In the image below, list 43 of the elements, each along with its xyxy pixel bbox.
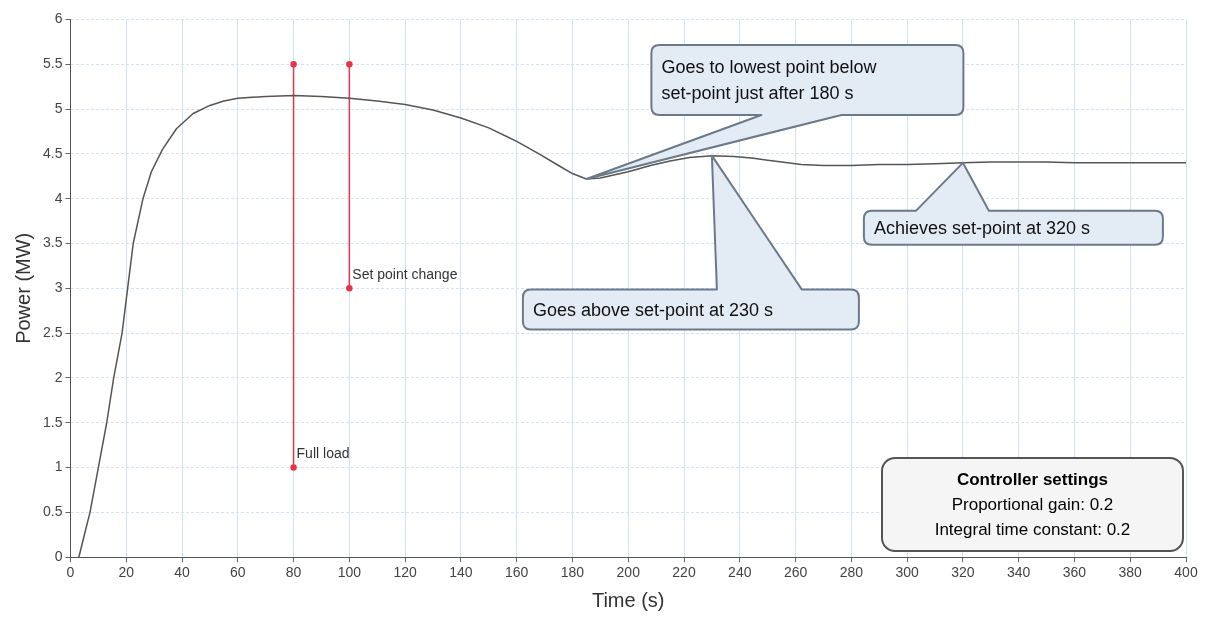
y-tick-label: 6	[54, 10, 63, 27]
annotation: Controller settings Proportional gain: 0.2 Integral time constant: 0.2	[933, 469, 1132, 542]
y-tick-label: 2	[54, 368, 63, 385]
settings-box: Controller settings Proportional gain: 0.2 Integral time constant: 0.2	[881, 457, 1184, 553]
y-tick-label: 4	[54, 189, 63, 206]
x-tick-label: 60	[230, 564, 246, 581]
x-tick-label: 240	[728, 564, 752, 581]
x-tick-label: 80	[285, 564, 302, 581]
x-tick-label: 260	[783, 564, 808, 581]
annotation: Set point change	[352, 266, 458, 283]
x-tick-label: 300	[895, 564, 920, 581]
x-axis-title: Time (s)	[591, 588, 665, 611]
x-tick-label: 360	[1062, 564, 1087, 581]
x-tick-label: 100	[337, 564, 362, 581]
annotation: Achieves set-point at 320 s	[873, 217, 1091, 238]
annotation: Goes above set-point at 230 s	[532, 299, 774, 320]
x-tick-label: 400	[1174, 564, 1198, 581]
y-axis-title: Power (MW)	[11, 232, 34, 344]
y-tick-label: 3	[54, 279, 63, 296]
x-tick-label: 340	[1006, 564, 1031, 581]
x-tick-label: 40	[174, 564, 191, 581]
y-tick-label: 2.5	[42, 323, 63, 340]
x-tick-label: 320	[951, 564, 975, 581]
x-tick-label: 120	[393, 564, 418, 581]
x-tick-label: 200	[616, 564, 641, 581]
x-tick-label: 280	[839, 564, 864, 581]
annotation: Full load	[296, 445, 350, 462]
x-tick-label: 0	[66, 564, 75, 581]
y-tick-label: 0	[54, 548, 63, 565]
y-tick-label: 5.5	[42, 55, 63, 72]
y-tick-label: 5	[54, 99, 63, 116]
x-tick-label: 220	[672, 564, 696, 581]
y-tick-label: 4.5	[42, 144, 63, 161]
x-tick-label: 380	[1118, 564, 1143, 581]
x-tick-label: 180	[560, 564, 585, 581]
x-tick-label: 20	[118, 564, 135, 581]
y-tick-label: 1.5	[42, 413, 63, 430]
y-tick-label: 0.5	[42, 503, 63, 520]
y-tick-label: 3.5	[42, 234, 63, 251]
annotation: Goes to lowest point below set-point just after 180 s	[661, 56, 878, 103]
x-tick-label: 160	[505, 564, 529, 581]
y-tick-label: 1	[54, 458, 63, 475]
x-tick-label: 140	[449, 564, 473, 581]
